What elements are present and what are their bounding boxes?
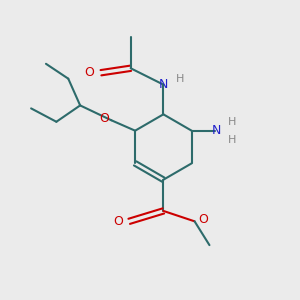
Text: O: O [198, 213, 208, 226]
Text: H: H [227, 117, 236, 127]
Text: O: O [85, 66, 94, 79]
Text: H: H [176, 74, 184, 84]
Text: O: O [99, 112, 109, 125]
Text: O: O [113, 215, 123, 228]
Text: H: H [227, 135, 236, 145]
Text: N: N [212, 124, 222, 137]
Text: N: N [159, 78, 168, 91]
